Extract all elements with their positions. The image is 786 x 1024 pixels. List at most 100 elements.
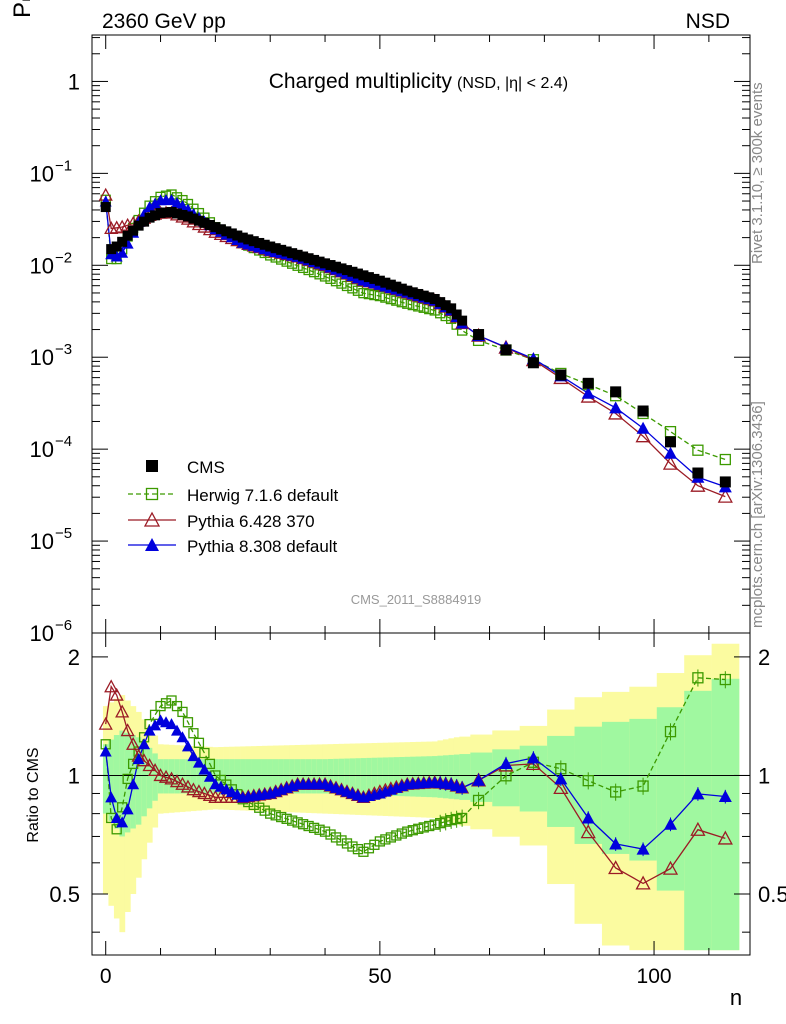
cms-point <box>188 213 199 224</box>
herwig-ratio-point <box>265 808 276 819</box>
herwig-ratio-point <box>472 794 485 807</box>
cms-point <box>347 266 358 277</box>
herwig-ratio-point <box>297 819 309 830</box>
green-band-bin <box>283 759 290 794</box>
herwig-ratio-point <box>270 810 281 821</box>
legend-marker <box>145 538 159 551</box>
cms-point <box>254 237 265 248</box>
cms-point <box>204 220 215 231</box>
cms-point <box>133 220 144 231</box>
pythia8-ratio-point <box>456 781 469 793</box>
herwig-ratio-point <box>193 737 205 748</box>
herwig-ratio-point <box>281 813 292 824</box>
green-band-bin <box>212 759 219 794</box>
cms-point <box>276 244 287 255</box>
y-tick-label: 10 <box>30 253 54 278</box>
herwig-point <box>363 288 375 300</box>
cms-point <box>221 226 232 237</box>
green-band-bin <box>135 737 142 825</box>
legend-item: Pythia 8.308 default <box>128 537 338 556</box>
herwig-ratio-point <box>254 802 265 813</box>
pythia8-point <box>581 386 595 399</box>
legend-label: Pythia 8.308 default <box>187 537 338 556</box>
green-band-bin <box>344 758 351 795</box>
pythia8-ratio-point <box>99 745 112 757</box>
green-band-bin <box>294 759 301 794</box>
green-band-bin <box>453 754 460 800</box>
legend-marker <box>146 460 158 472</box>
y-tick-exponent: −3 <box>55 341 72 358</box>
herwig-ratio-point <box>204 758 216 770</box>
cms-point <box>182 211 193 222</box>
green-band-bin <box>168 759 175 794</box>
legend: CMS Herwig 7.1.6 default Pythia 6.428 370 P… <box>128 458 338 556</box>
herwig-point <box>358 288 369 299</box>
green-band-bin <box>388 757 394 796</box>
cms-point <box>243 234 254 245</box>
herwig-ratio-point <box>171 700 183 712</box>
pythia8-ratio-point <box>581 811 595 824</box>
cms-point <box>106 244 117 255</box>
y-tick-label: 10 <box>30 529 54 554</box>
cms-point <box>407 287 418 298</box>
pythia8-ratio-point <box>132 753 145 765</box>
herwig-ratio-point <box>308 822 320 834</box>
pythia6-point <box>120 217 135 231</box>
cms-point <box>237 232 248 243</box>
ratio-tick-label-left: 2 <box>68 645 80 670</box>
herwig-ratio-point <box>451 813 462 825</box>
pythia8-point <box>609 401 623 414</box>
pythia8-ratio-point <box>110 811 123 823</box>
pythia8-point <box>143 201 156 213</box>
herwig-ratio-point <box>369 839 380 850</box>
cms-point <box>309 254 320 265</box>
cms-point <box>719 476 731 488</box>
pythia6-point <box>717 488 733 503</box>
herwig-ratio-point <box>347 841 358 852</box>
herwig-point <box>369 289 380 301</box>
green-band-bin <box>223 759 230 794</box>
green-band-bin <box>399 756 405 797</box>
pythia6-ratio-point <box>147 763 163 777</box>
cms-point <box>270 243 281 254</box>
rivet-label: Rivet 3.1.10, ≥ 300k events <box>749 82 766 264</box>
cms-point <box>500 344 512 356</box>
pythia6-ratio-point <box>690 821 706 836</box>
green-band-bin <box>289 759 296 794</box>
green-band-bin <box>377 757 383 796</box>
green-band-bin <box>410 756 416 797</box>
herwig-ratio-point <box>719 673 731 686</box>
green-band-bin <box>338 758 345 795</box>
pythia6-ratio-point <box>662 860 679 875</box>
herwig-ratio-point <box>352 843 364 855</box>
pythia6-ratio-point <box>164 771 179 785</box>
green-band-bin <box>322 759 329 794</box>
green-band-bin <box>157 759 164 794</box>
cms-point <box>369 273 380 284</box>
ratio-tick-label-right: 2 <box>758 645 770 670</box>
ratio-y-ticks <box>92 656 750 933</box>
pythia8-ratio-point <box>472 773 486 786</box>
herwig-ratio-point <box>325 829 336 840</box>
y-tick-exponent: −1 <box>55 157 72 174</box>
green-band-bin <box>146 747 153 809</box>
cms-point <box>298 251 309 262</box>
cms-point <box>440 300 451 311</box>
green-band-bin <box>261 759 268 794</box>
green-band-bin <box>201 759 208 794</box>
pythia8-ratio-point <box>499 757 513 770</box>
pythia6-ratio-point <box>169 774 185 788</box>
legend-item: Pythia 6.428 370 <box>128 511 315 531</box>
herwig-ratio-point <box>314 824 325 835</box>
pythia8-ratio-point <box>165 718 178 730</box>
herwig-ratio-point <box>385 832 396 843</box>
green-band-bin <box>124 732 131 833</box>
green-band-bin <box>229 759 235 794</box>
cms-point <box>117 236 128 247</box>
cms-point <box>402 285 413 296</box>
ratio-tick-label-left: 1 <box>68 763 80 788</box>
cms-point <box>435 297 446 308</box>
green-band-bin <box>459 754 471 800</box>
green-band-bin <box>300 759 307 794</box>
cms-point <box>111 241 122 252</box>
